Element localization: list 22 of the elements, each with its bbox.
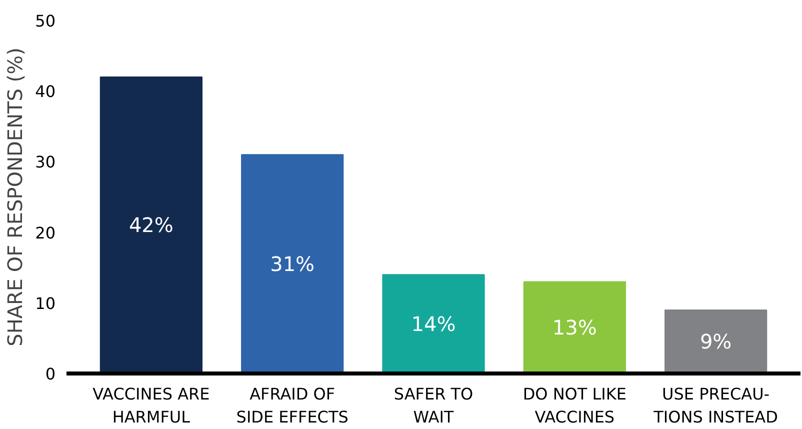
data-label: 42% [128, 213, 174, 238]
data-label: 13% [552, 316, 597, 340]
y-tick-label: 10 [35, 294, 56, 313]
bar [523, 281, 626, 374]
data-label: 14% [411, 312, 456, 336]
y-tick-label: 50 [35, 12, 56, 30]
x-tick-label: DO NOT LIKE VACCINES [522, 384, 626, 426]
x-tick-label: SAFER TO WAIT [394, 384, 474, 426]
y-tick-label: 40 [35, 82, 56, 102]
y-tick-label: 20 [35, 223, 56, 242]
y-tick-label: 0 [45, 364, 56, 384]
bar [241, 154, 344, 374]
y-tick-label: 30 [35, 152, 56, 172]
bar [664, 309, 768, 374]
bar [100, 76, 203, 374]
y-axis-title: SHARE OF RESPONDENTS (%) [3, 48, 28, 346]
data-label: 31% [270, 252, 315, 276]
bar [382, 274, 485, 374]
data-label: 9% [700, 330, 732, 354]
x-tick-label: AFRAID OF SIDE EFFECTS [236, 384, 348, 426]
x-tick-label: USE PRECAU- TIONS INSTEAD [652, 384, 778, 426]
x-tick-label: VACCINES ARE HARMFUL [92, 384, 210, 426]
